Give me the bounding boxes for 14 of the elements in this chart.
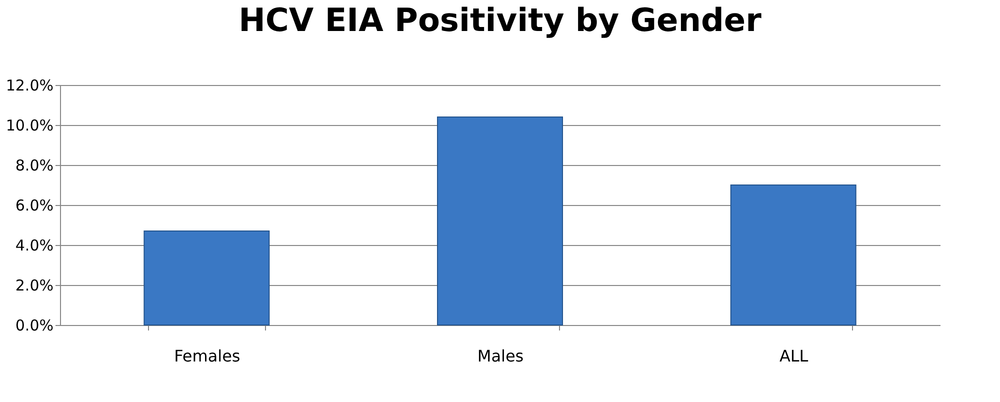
y-tick-label: 0.0% — [15, 316, 54, 334]
y-tick-label: 10.0% — [6, 116, 54, 134]
y-tick-label: 8.0% — [15, 156, 54, 174]
y-tick-label: 12.0% — [6, 76, 54, 94]
x-tick-label: Males — [477, 346, 524, 366]
chart-title: HCV EIA Positivity by Gender — [238, 1, 762, 39]
x-tick-label: ALL — [779, 346, 808, 366]
bar — [730, 184, 856, 326]
y-tick-label: 6.0% — [15, 196, 54, 214]
y-tick-label: 2.0% — [15, 276, 54, 294]
x-tick-label: Females — [174, 346, 240, 366]
y-tick-label: 4.0% — [15, 236, 54, 254]
bar — [144, 230, 270, 326]
bar — [437, 116, 563, 326]
